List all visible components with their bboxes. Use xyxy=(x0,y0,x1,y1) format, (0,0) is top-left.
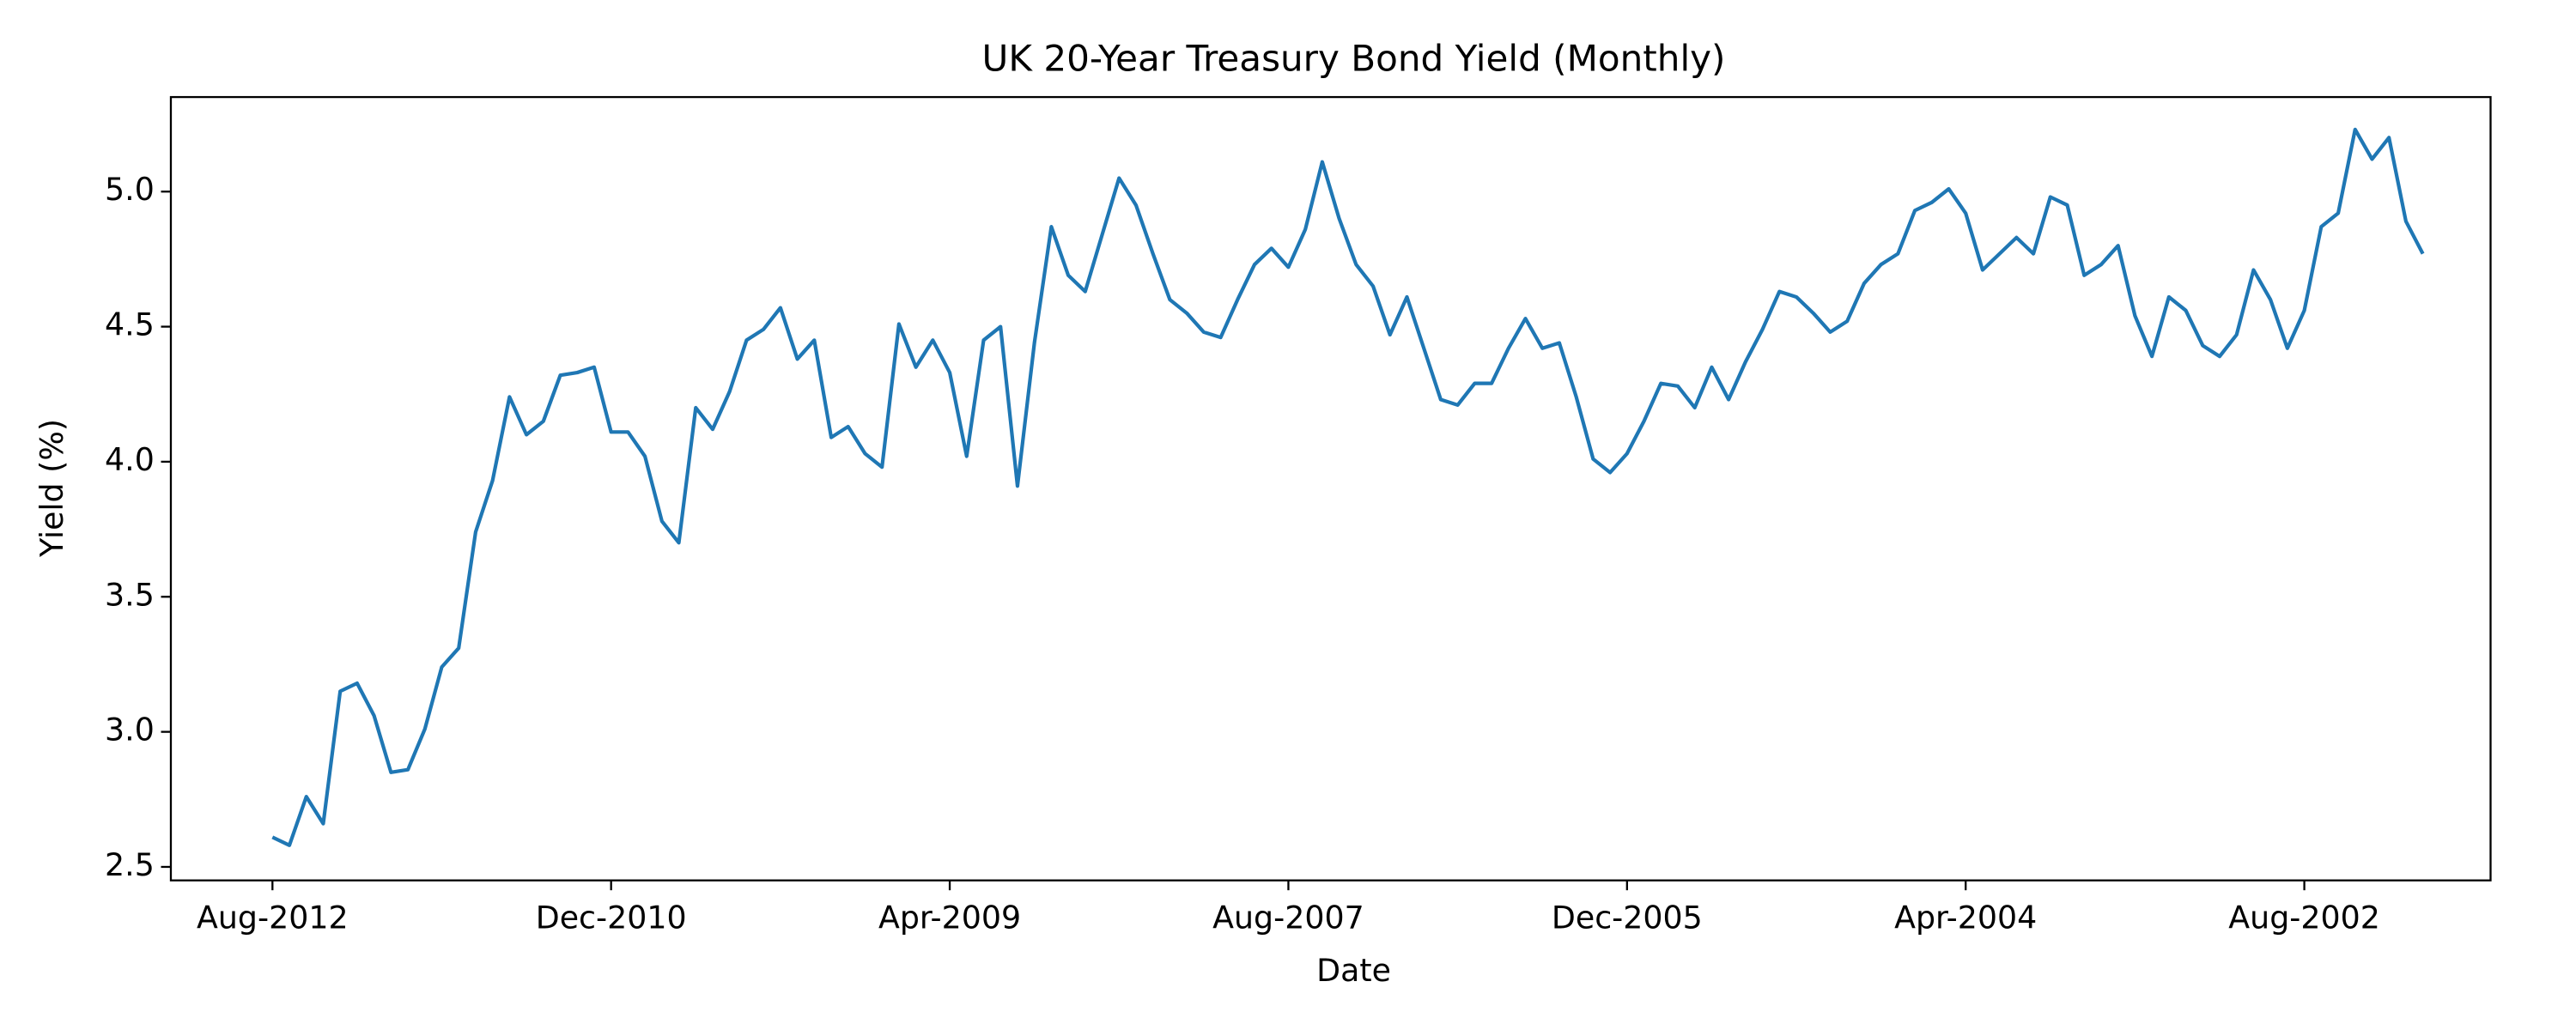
x-tick-label: Aug-2012 xyxy=(197,900,349,936)
y-tick-label: 3.0 xyxy=(105,712,155,748)
x-tick-label: Apr-2009 xyxy=(878,900,1021,936)
x-tick-label: Dec-2005 xyxy=(1552,900,1703,936)
x-axis-label: Date xyxy=(1316,952,1391,989)
y-tick-label: 2.5 xyxy=(105,846,155,883)
chart-title: UK 20-Year Treasury Bond Yield (Monthly) xyxy=(982,37,1726,79)
y-tick-label: 4.5 xyxy=(105,306,155,343)
data-line xyxy=(271,127,2425,847)
y-tick-label: 5.0 xyxy=(105,171,155,208)
y-axis-label: Yield (%) xyxy=(33,419,70,558)
y-tick-label: 4.0 xyxy=(105,441,155,478)
x-tick-label: Aug-2007 xyxy=(1212,900,1364,936)
x-tick-label: Dec-2010 xyxy=(536,900,687,936)
x-tick-label: Apr-2004 xyxy=(1894,900,2037,936)
x-tick-label: Aug-2002 xyxy=(2228,900,2380,936)
plot-frame xyxy=(169,95,2492,882)
y-tick-label: 3.5 xyxy=(105,576,155,613)
